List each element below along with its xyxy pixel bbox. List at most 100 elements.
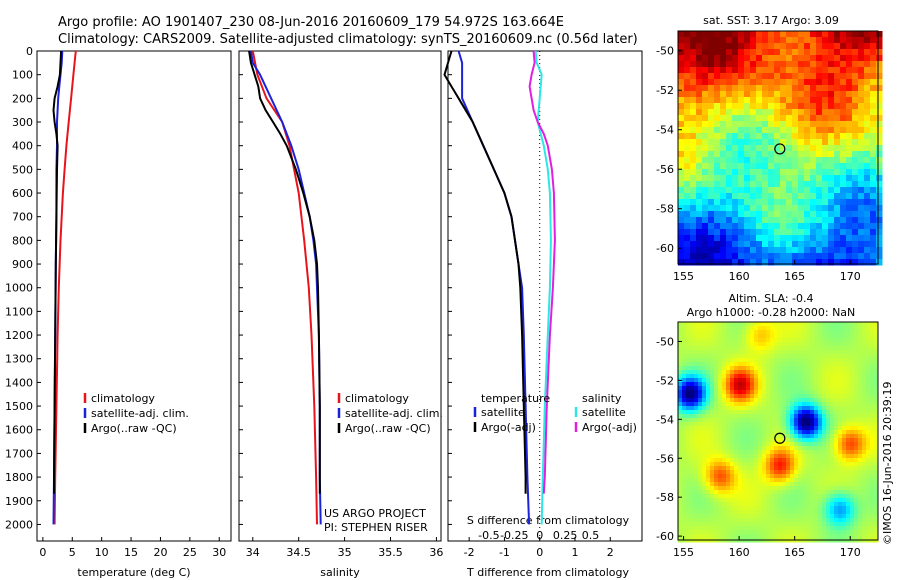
map-cell <box>854 418 859 423</box>
map-cell <box>780 133 787 140</box>
map-cell <box>718 362 723 367</box>
map-cell <box>846 534 851 539</box>
map-cell <box>822 85 829 92</box>
map-cell <box>870 482 875 487</box>
map-cell <box>852 259 859 266</box>
map-cell <box>780 151 787 158</box>
map-cell <box>854 342 859 347</box>
map-cell <box>802 510 807 515</box>
map-cell <box>826 446 831 451</box>
map-cell <box>870 235 877 242</box>
map-frame <box>677 321 879 541</box>
map-cell <box>778 506 783 511</box>
series-line-climatology <box>53 50 77 525</box>
y-tick-label: 500 <box>12 163 33 176</box>
map-cell <box>780 169 787 176</box>
map-cell <box>806 534 811 539</box>
map-cell <box>838 490 843 495</box>
map-cell <box>858 382 863 387</box>
map-cell <box>774 478 779 483</box>
map-cell <box>846 506 851 511</box>
map-cell <box>846 350 851 355</box>
map-cell <box>742 426 747 431</box>
map-cell <box>840 109 847 116</box>
map-cell <box>762 49 769 56</box>
map-cell <box>758 522 763 527</box>
map-cell <box>702 418 707 423</box>
map-cell <box>754 386 759 391</box>
map-cell <box>706 326 711 331</box>
map-cell <box>814 378 819 383</box>
map-cell <box>750 253 757 260</box>
map-cell <box>678 241 685 248</box>
map-cell <box>722 354 727 359</box>
map-cell <box>758 338 763 343</box>
map-cell <box>766 514 771 519</box>
map-cell <box>804 199 811 206</box>
map-cell <box>678 235 685 242</box>
map-cell <box>678 157 685 164</box>
map-cell <box>702 217 709 224</box>
map-cell <box>690 109 697 116</box>
map-cell <box>786 422 791 427</box>
map-cell <box>686 350 691 355</box>
map-cell <box>682 362 687 367</box>
map-cell <box>862 346 867 351</box>
map-cell <box>840 61 847 68</box>
map-cell <box>858 486 863 491</box>
map-cell <box>862 378 867 383</box>
map-cell <box>846 259 853 266</box>
map-cell <box>706 366 711 371</box>
map-cell <box>738 494 743 499</box>
map-cell <box>806 458 811 463</box>
map-cell <box>846 498 851 503</box>
map-cell <box>690 91 697 98</box>
map-cell <box>838 330 843 335</box>
map-cell <box>786 426 791 431</box>
map-cell <box>838 322 843 327</box>
map-cell <box>822 61 829 68</box>
map-cell <box>834 199 841 206</box>
map-cell <box>766 370 771 375</box>
map-cell <box>798 157 805 164</box>
map-cell <box>782 502 787 507</box>
map-cell <box>678 410 683 415</box>
map-cell <box>850 482 855 487</box>
map-cell <box>694 438 699 443</box>
map-cell <box>686 442 691 447</box>
map-cell <box>698 386 703 391</box>
map-cell <box>702 434 707 439</box>
map-cell <box>864 199 871 206</box>
map-cell <box>828 145 835 152</box>
map-cell <box>682 518 687 523</box>
map-cell <box>854 426 859 431</box>
map-cell <box>768 55 775 62</box>
map-cell <box>766 430 771 435</box>
map-cell <box>838 534 843 539</box>
map-cell <box>762 534 767 539</box>
map-cell <box>690 466 695 471</box>
map-cell <box>732 121 739 128</box>
map-cell <box>786 103 793 110</box>
map-cell <box>690 434 695 439</box>
map-cell <box>702 241 709 248</box>
map-cell <box>750 217 757 224</box>
map-cell <box>810 470 815 475</box>
map-cell <box>694 526 699 531</box>
map-cell <box>818 402 823 407</box>
map-cell <box>874 510 879 515</box>
map-cell <box>798 482 803 487</box>
map-cell <box>750 482 755 487</box>
map-cell <box>702 402 707 407</box>
map-cell <box>774 422 779 427</box>
map-cell <box>686 334 691 339</box>
map-cell <box>714 163 721 170</box>
map-cell <box>782 330 787 335</box>
map-cell <box>786 414 791 419</box>
map-cell <box>810 103 817 110</box>
map-cell <box>702 506 707 511</box>
map-cell <box>762 223 769 230</box>
map-cell <box>738 450 743 455</box>
map-cell <box>762 482 767 487</box>
map-cell <box>840 121 847 128</box>
